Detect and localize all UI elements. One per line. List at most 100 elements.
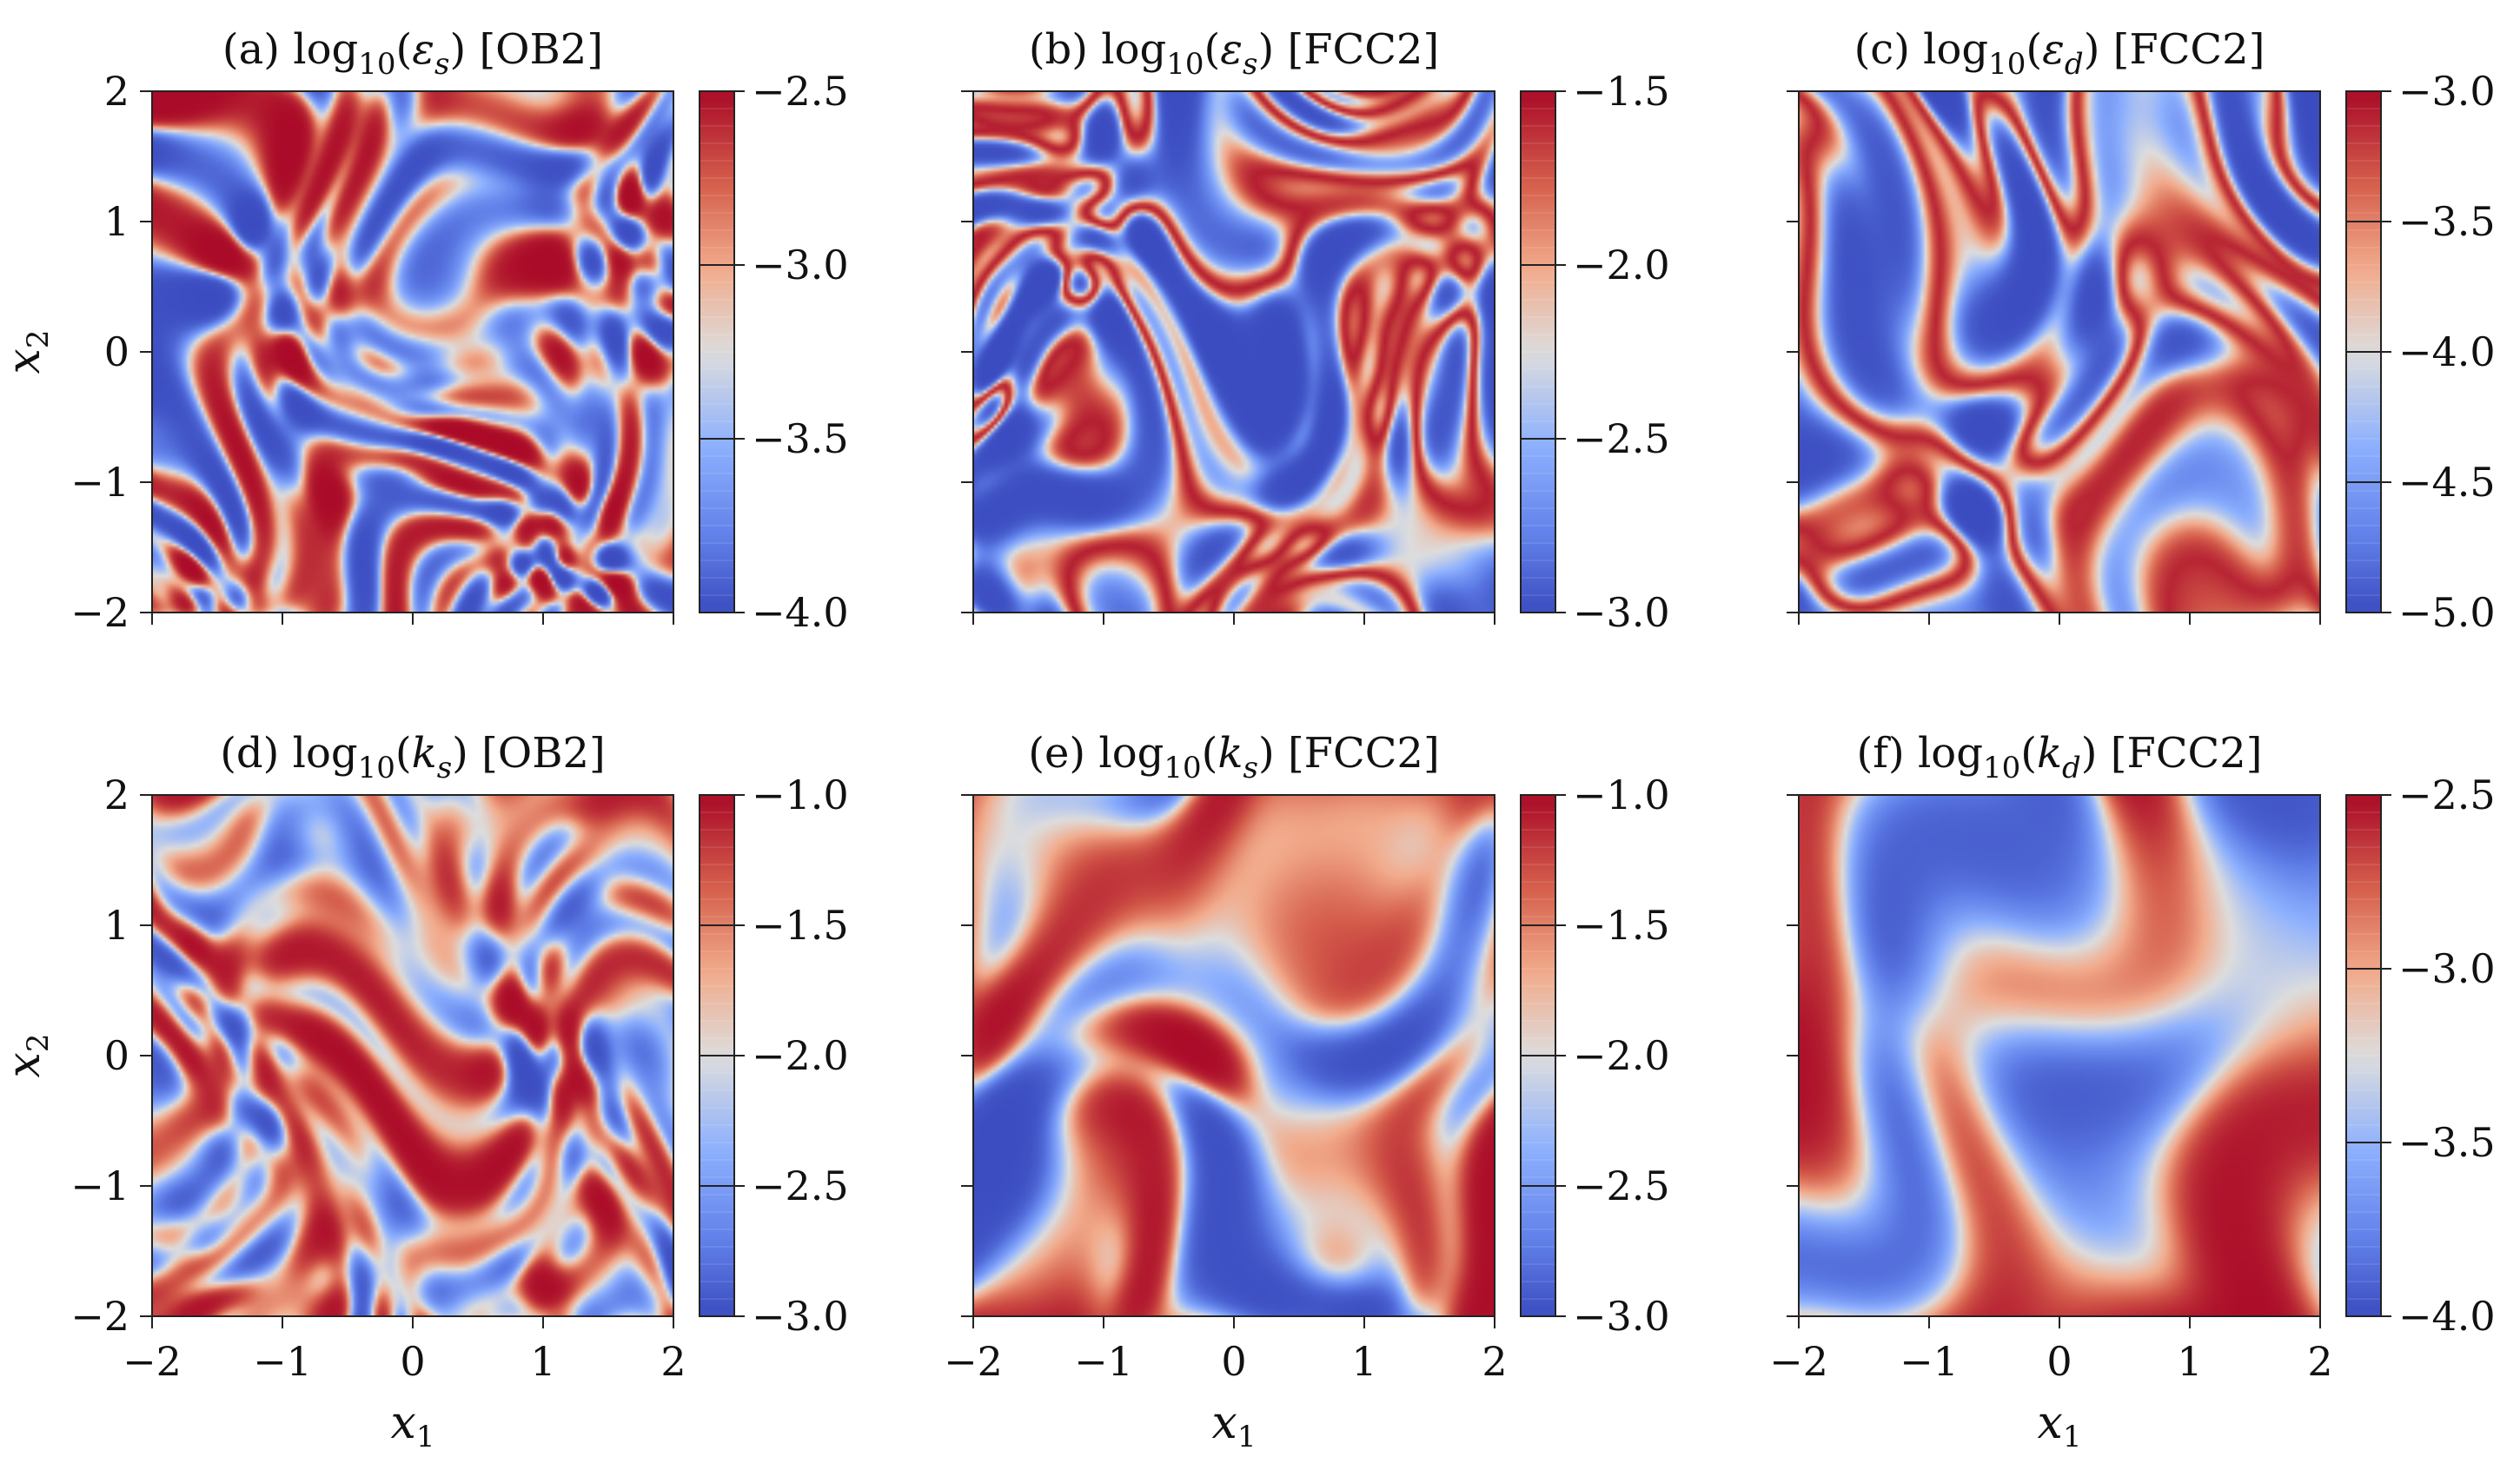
panel-title: (b) log10(εs) [FCC2] [1029,25,1439,82]
heatmap-image [1799,91,2320,613]
panel-title: (c) log10(εd) [FCC2] [1854,25,2265,82]
colorbar-tick-label: −3.0 [752,242,849,288]
title-symbol: ε [2042,25,2065,74]
title-log-base: 10 [358,751,395,785]
y-tick-label: 0 [104,328,129,375]
y-tick-label: −1 [70,1162,129,1209]
x-axis-label: x1 [1212,1397,1257,1454]
colorbar-tick-label: −3.0 [2398,68,2496,115]
x-tick-label: 2 [1482,1338,1507,1385]
panel-title: (e) log10(ks) [FCC2] [1028,729,1439,785]
colorbar-tick-label: −2.5 [752,1162,849,1209]
title-paren-open: ( [2026,25,2042,74]
title-log: log [1098,729,1164,778]
x-tick-label: 2 [2307,1338,2332,1385]
colorbar-tick-label: −3.0 [752,1293,849,1340]
title-tag: ) [FCC2] [2084,25,2265,74]
colorbar-tick-label: −1.5 [1573,902,1670,949]
y-axis-label-sub: 2 [21,330,56,349]
colorbar-tick-label: −1.0 [752,772,849,818]
colorbar-tick-label: −3.0 [1573,589,1670,636]
y-axis-label: x2 [0,330,56,374]
panel-e: −2 −1 0 1 2 x1 (e) log10(ks) [FCC2] −1.0 −1.5 −2.… [944,729,1670,1454]
y-axis-label-sub: 2 [21,1034,56,1053]
panel-title: (f) log10(kd) [FCC2] [1856,729,2262,785]
title-symbol: k [1217,729,1243,778]
x-tick-label: 0 [2046,1338,2072,1385]
title-symbol-sub: d [2062,751,2081,785]
colorbar-tick-label: −2.5 [2398,772,2496,818]
title-paren-open: ( [2020,729,2037,778]
x-tick-label: −2 [123,1338,182,1385]
title-symbol-sub: d [2065,47,2084,82]
y-tick-label: −2 [70,589,129,636]
x-axis-label: x1 [2038,1397,2082,1454]
panel-letter: (e) [1028,729,1098,778]
colorbar-tick-label: −4.0 [2398,328,2496,375]
colorbar-tick-label: −3.5 [2398,198,2496,245]
title-log: log [1918,729,1983,778]
title-tag: ) [FCC2] [1258,729,1440,778]
x-tick-label: −1 [1074,1338,1133,1385]
title-tag: ) [FCC2] [2081,729,2263,778]
x-tick-label: 2 [660,1338,686,1385]
panel-c: (c) log10(εd) [FCC2] −3.0 −3.5 −4.0 −4.5 −5.0 [1787,25,2496,636]
x-axis-label-sub: 1 [2063,1420,2082,1454]
colorbar-tick-label: −2.5 [1573,1162,1670,1209]
y-tick-label: 2 [104,772,129,818]
colorbar-tick-label: −4.5 [2398,459,2496,506]
x-axis-label-sub: 1 [1237,1420,1257,1454]
colorbar-tick-label: −2.5 [1573,415,1670,462]
panel-title: (d) log10(ks) [OB2] [220,729,606,785]
x-axis-label: x1 [391,1397,435,1454]
colorbar-tick-label: −1.5 [752,902,849,949]
x-tick-label: −1 [1900,1338,1959,1385]
y-axis-label: x2 [0,1034,56,1078]
title-symbol-sub: s [437,751,452,785]
title-log-base: 10 [358,47,395,82]
colorbar-tick-label: −1.0 [1573,772,1670,818]
panel-d: −2 −1 0 1 2 2 10 −1 −2 x1 x2 (d) log10(ks) [OB2] −1.… [0,729,849,1454]
colorbar-tick-label: −2.5 [752,68,849,115]
title-tag: ) [OB2] [452,729,606,778]
colorbar-tick-label: −4.0 [752,589,849,636]
colorbar-gradient [700,91,734,613]
colorbar-tick-label: −3.0 [2398,945,2496,992]
y-tick-label: −2 [70,1293,129,1340]
title-paren-open: ( [395,729,412,778]
title-symbol-sub: s [1243,751,1258,785]
y-tick-label: 1 [104,198,129,245]
x-tick-label: −2 [944,1338,1003,1385]
title-log: log [293,729,358,778]
x-tick-label: −2 [1769,1338,1828,1385]
title-paren-open: ( [396,25,413,74]
colorbar-gradient [2346,795,2381,1316]
title-symbol: ε [1220,25,1243,74]
colorbar-tick-label: −4.0 [2398,1293,2496,1340]
heatmap-image [152,795,673,1316]
title-symbol-sub: s [434,47,449,82]
colorbar-tick-label: −3.5 [2398,1119,2496,1166]
colorbar-gradient [1521,91,1555,613]
y-tick-label: −1 [70,459,129,506]
colorbar-tick-label: −2.0 [1573,242,1670,288]
title-log: log [1101,25,1166,74]
panel-letter: (f) [1856,729,1917,778]
y-tick-label: 0 [104,1032,129,1079]
panel-letter: (b) [1029,25,1101,74]
title-symbol-sub: s [1243,47,1257,82]
title-symbol: k [2037,729,2062,778]
title-symbol: ε [412,25,434,74]
title-log-base: 10 [1983,751,2020,785]
x-tick-label: −1 [253,1338,312,1385]
heatmap-image [973,795,1495,1316]
title-log: log [1923,25,1988,74]
colorbar-tick-label: −5.0 [2398,589,2496,636]
y-tick-label: 1 [104,902,129,949]
title-paren-open: ( [1204,25,1221,74]
y-tick-label: 2 [104,68,129,115]
title-paren-open: ( [1202,729,1218,778]
heatmap-image [1799,795,2320,1316]
panel-b: (b) log10(εs) [FCC2] −1.5 −2.0 −2.5 −3.0 [961,25,1670,636]
